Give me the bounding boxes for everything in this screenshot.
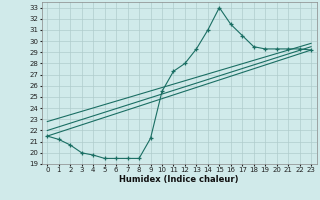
X-axis label: Humidex (Indice chaleur): Humidex (Indice chaleur) <box>119 175 239 184</box>
